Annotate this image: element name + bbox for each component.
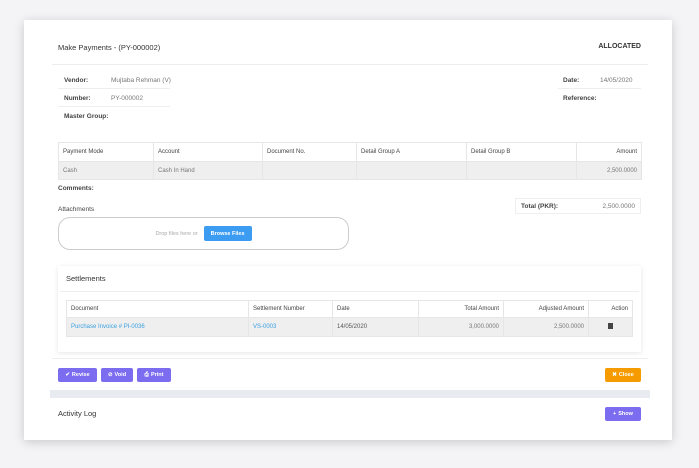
drop-text: Drop files here or [155,230,198,237]
cell-amount: 2,500.0000 [576,161,642,180]
settlements-table: Document Settlement Number Date Total Am… [66,300,633,337]
attachments-label: Attachments [58,206,95,213]
activity-log-title: Activity Log [58,409,97,418]
print-button[interactable]: ⎙ Print [137,368,171,382]
close-icon: ✖ [612,372,617,378]
table-header: Document Settlement Number Date Total Am… [66,300,633,318]
file-dropzone[interactable]: Drop files here or Browse Files [58,217,349,250]
browse-files-button[interactable]: Browse Files [203,226,252,241]
col-document-no: Document No. [262,142,357,162]
section-divider [50,390,650,398]
reference-label: Reference: [563,95,597,102]
void-button[interactable]: ⊘ Void [101,368,133,382]
page-title: Make Payments - (PY-000002) [58,43,161,52]
master-group-label: Master Group: [64,113,109,120]
date-value: 14/05/2020 [600,77,633,84]
trash-icon [608,323,613,329]
check-icon: ✔ [65,372,70,378]
table-row: Purchase Invoice # PI-0036 VS-0003 14/05… [66,317,633,337]
revise-label: Revise [71,372,90,378]
number-value: PY-000002 [111,95,143,102]
revise-button[interactable]: ✔ Revise [58,368,97,382]
col-detail-group-a: Detail Group A [356,142,467,162]
total-value: 2,500.0000 [602,202,635,210]
col-settlement-number: Settlement Number [248,300,333,318]
table-row: Cash Cash In Hand 2,500.0000 [58,161,642,180]
settlements-title: Settlements [66,274,106,283]
plus-icon: + [613,411,617,417]
date-label: Date: [563,77,580,84]
cell-adjusted-amount: 2,500.0000 [503,317,589,337]
number-label: Number: [64,95,91,102]
col-action: Action [588,300,633,318]
vendor-value: Mujtaba Rehman (V) [111,77,171,84]
print-icon: ⎙ [144,371,149,378]
table-header: Payment Mode Account Document No. Detail… [58,142,642,162]
status-badge: ALLOCATED [598,43,641,50]
close-button[interactable]: ✖ Close [605,368,641,382]
ban-icon: ⊘ [107,372,113,378]
cell-date: 14/05/2020 [332,317,419,337]
cell-total-amount: 3,000.0000 [418,317,504,337]
payments-table: Payment Mode Account Document No. Detail… [58,142,642,180]
cell-detail-group-b [466,161,577,180]
comments-label: Comments: [58,185,94,192]
col-document: Document [66,300,249,318]
col-account: Account [153,142,263,162]
total-box: Total (PKR): 2,500.0000 [515,198,641,214]
document-link[interactable]: Purchase Invoice # PI-0036 [66,317,249,337]
col-date: Date [332,300,419,318]
col-adjusted-amount: Adjusted Amount [503,300,589,318]
cell-document-no [262,161,357,180]
show-activity-button[interactable]: + Show [605,407,641,421]
cell-detail-group-a [356,161,467,180]
show-label: Show [618,411,633,417]
col-payment-mode: Payment Mode [58,142,154,162]
vendor-label: Vendor: [64,77,89,84]
void-label: Void [114,372,127,378]
cell-payment-mode: Cash [58,161,154,180]
col-amount: Amount [576,142,642,162]
total-label: Total (PKR): [521,202,559,210]
cell-account: Cash In Hand [153,161,263,180]
delete-button[interactable] [588,317,633,337]
col-detail-group-b: Detail Group B [466,142,577,162]
print-label: Print [150,372,164,378]
close-label: Close [618,372,634,378]
settlement-number-link[interactable]: VS-0003 [248,317,333,337]
col-total-amount: Total Amount [418,300,504,318]
